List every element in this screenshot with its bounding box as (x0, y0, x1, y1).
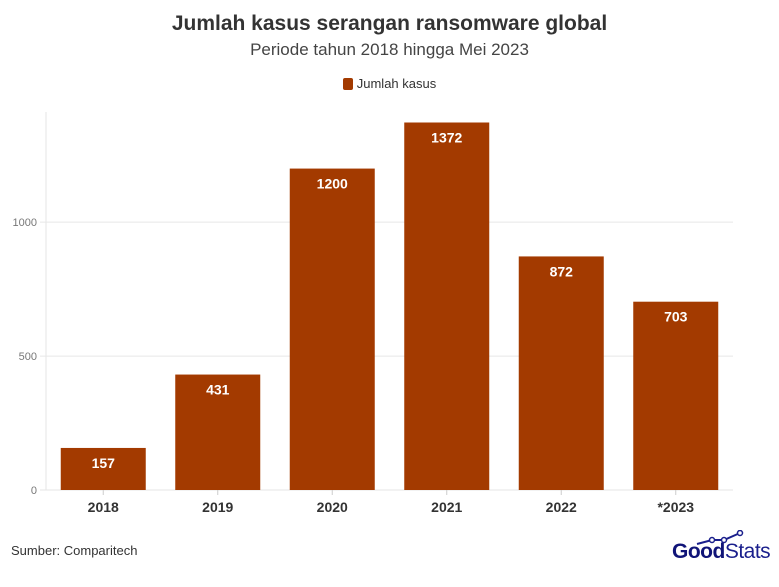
legend[interactable]: Jumlah kasus (0, 76, 779, 91)
data-label: 703 (664, 309, 688, 325)
x-tick-label: 2021 (431, 499, 462, 515)
y-tick-label: 500 (19, 351, 37, 363)
legend-swatch (342, 78, 353, 90)
data-label: 1200 (317, 176, 348, 192)
data-label: 431 (206, 382, 230, 398)
chart-subtitle: Periode tahun 2018 hingga Mei 2023 (250, 40, 529, 59)
y-tick-label: 0 (31, 485, 37, 497)
bar-2021 (404, 122, 490, 490)
x-tick-label: 2019 (202, 499, 233, 515)
data-label: 1372 (431, 130, 462, 146)
trend-line-icon (696, 530, 744, 545)
data-label: 872 (550, 263, 574, 279)
bar-2022 (518, 256, 604, 490)
x-tick-label: 2020 (317, 499, 348, 515)
x-tick-label: *2023 (657, 499, 694, 515)
bar-2020 (289, 168, 375, 491)
x-tick-label: 2022 (546, 499, 577, 515)
chart-title: Jumlah kasus serangan ransomware global (171, 12, 608, 35)
data-label: 157 (92, 455, 116, 471)
legend-label: Jumlah kasus (356, 76, 437, 91)
goodstats-logo: GoodStats (672, 530, 771, 564)
bar-*2023 (633, 301, 719, 490)
bar-2019 (175, 374, 261, 490)
y-tick-label: 1000 (13, 217, 37, 229)
bar-2018 (60, 447, 146, 490)
x-tick-label: 2018 (88, 499, 119, 515)
source-note: Sumber: Comparitech (11, 543, 138, 558)
